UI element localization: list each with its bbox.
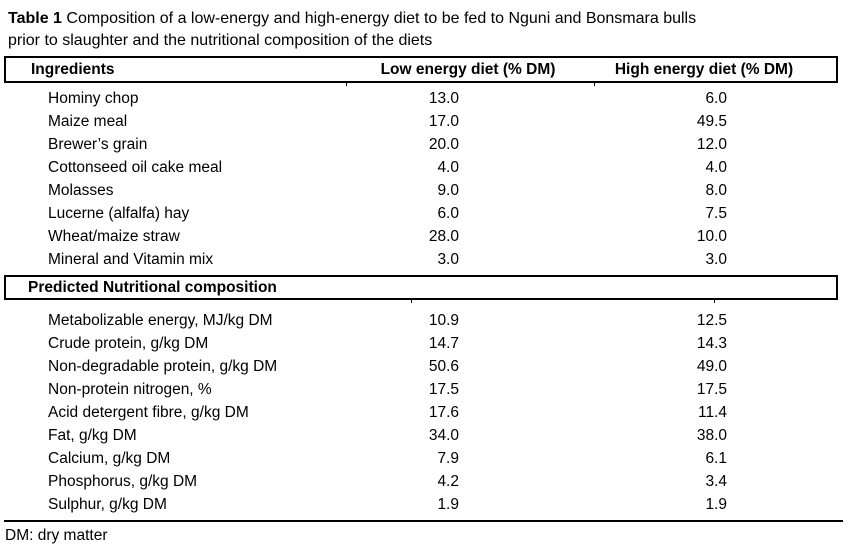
high-energy-value: 11.4 bbox=[697, 403, 727, 421]
table-row: Fat, g/kg DM 34.0 38.0 bbox=[4, 424, 838, 447]
low-energy-value: 34.0 bbox=[428, 426, 459, 444]
high-energy-value: 49.5 bbox=[696, 112, 727, 130]
nutrient-name: Fat, g/kg DM bbox=[48, 426, 137, 444]
low-energy-value: 17.0 bbox=[428, 112, 459, 130]
high-energy-value: 10.0 bbox=[696, 227, 727, 245]
low-energy-value: 13.0 bbox=[428, 89, 459, 107]
column-header-low-energy: Low energy diet (% DM) bbox=[380, 60, 556, 78]
high-energy-value: 6.0 bbox=[705, 89, 727, 107]
table-row: Calcium, g/kg DM 7.9 6.1 bbox=[4, 447, 838, 470]
table-caption-text-line1: Composition of a low-energy and high-ene… bbox=[61, 10, 697, 27]
column-header-ingredients: Ingredients bbox=[31, 60, 115, 78]
nutrient-name: Non-protein nitrogen, % bbox=[48, 380, 212, 398]
high-energy-value: 49.0 bbox=[696, 357, 727, 375]
nutrient-name: Sulphur, g/kg DM bbox=[48, 495, 167, 513]
table-row: Wheat/maize straw 28.0 10.0 bbox=[4, 225, 838, 248]
ingredient-name: Molasses bbox=[48, 181, 114, 199]
ingredient-name: Hominy chop bbox=[48, 89, 139, 107]
nutrient-name: Crude protein, g/kg DM bbox=[48, 334, 209, 352]
high-energy-value: 38.0 bbox=[696, 426, 727, 444]
low-energy-value: 4.2 bbox=[437, 472, 459, 490]
high-energy-value: 6.1 bbox=[705, 449, 727, 467]
column-divider-tick bbox=[411, 300, 412, 303]
ingredient-name: Brewer’s grain bbox=[48, 135, 148, 153]
high-energy-value: 12.0 bbox=[696, 135, 727, 153]
table-row: Non-degradable protein, g/kg DM 50.6 49.… bbox=[4, 355, 838, 378]
low-energy-value: 17.6 bbox=[428, 403, 459, 421]
high-energy-value: 12.5 bbox=[696, 311, 727, 329]
high-energy-value: 3.0 bbox=[705, 250, 727, 268]
high-energy-value: 4.0 bbox=[705, 158, 727, 176]
ingredient-name: Maize meal bbox=[48, 112, 128, 130]
low-energy-value: 6.0 bbox=[437, 204, 459, 222]
nutrient-name: Calcium, g/kg DM bbox=[48, 449, 171, 467]
low-energy-value: 1.9 bbox=[437, 495, 459, 513]
ingredient-name: Wheat/maize straw bbox=[48, 227, 180, 245]
table-row: Phosphorus, g/kg DM 4.2 3.4 bbox=[4, 470, 838, 493]
table-row: Brewer’s grain 20.0 12.0 bbox=[4, 133, 838, 156]
low-energy-value: 28.0 bbox=[428, 227, 459, 245]
table-row: Acid detergent fibre, g/kg DM 17.6 11.4 bbox=[4, 401, 838, 424]
high-energy-value: 17.5 bbox=[696, 380, 727, 398]
low-energy-value: 50.6 bbox=[428, 357, 459, 375]
table-row: Cottonseed oil cake meal 4.0 4.0 bbox=[4, 156, 838, 179]
low-energy-value: 20.0 bbox=[428, 135, 459, 153]
table-caption: Table 1 Composition of a low-energy and … bbox=[4, 8, 841, 52]
ingredients-section: Hominy chop 13.0 6.0 Maize meal 17.0 49.… bbox=[4, 83, 838, 275]
table-row: Crude protein, g/kg DM 14.7 14.3 bbox=[4, 332, 838, 355]
high-energy-value: 1.9 bbox=[705, 495, 727, 513]
nutrient-name: Phosphorus, g/kg DM bbox=[48, 472, 198, 490]
low-energy-value: 9.0 bbox=[437, 181, 459, 199]
ingredient-name: Cottonseed oil cake meal bbox=[48, 158, 223, 176]
table-row: Molasses 9.0 8.0 bbox=[4, 179, 838, 202]
section-header-label: Predicted Nutritional composition bbox=[28, 278, 277, 296]
nutrient-name: Acid detergent fibre, g/kg DM bbox=[48, 403, 249, 421]
low-energy-value: 17.5 bbox=[428, 380, 459, 398]
high-energy-value: 14.3 bbox=[696, 334, 727, 352]
diet-composition-table: Ingredients Low energy diet (% DM) High … bbox=[4, 56, 838, 520]
table-header-row: Ingredients Low energy diet (% DM) High … bbox=[4, 56, 838, 83]
low-energy-value: 14.7 bbox=[428, 334, 459, 352]
table-row: Mineral and Vitamin mix 3.0 3.0 bbox=[4, 248, 838, 271]
high-energy-value: 7.5 bbox=[705, 204, 727, 222]
table-row: Metabolizable energy, MJ/kg DM 10.9 12.5 bbox=[4, 309, 838, 332]
table-caption-text-line2: prior to slaughter and the nutritional c… bbox=[8, 32, 433, 49]
high-energy-value: 8.0 bbox=[705, 181, 727, 199]
ingredient-name: Mineral and Vitamin mix bbox=[48, 250, 214, 268]
column-header-high-energy: High energy diet (% DM) bbox=[614, 60, 794, 78]
nutrient-name: Metabolizable energy, MJ/kg DM bbox=[48, 311, 273, 329]
ingredient-name: Lucerne (alfalfa) hay bbox=[48, 204, 190, 222]
nutrition-section: Metabolizable energy, MJ/kg DM 10.9 12.5… bbox=[4, 300, 838, 520]
table-row: Non-protein nitrogen, % 17.5 17.5 bbox=[4, 378, 838, 401]
column-divider-tick bbox=[346, 83, 347, 86]
low-energy-value: 10.9 bbox=[428, 311, 459, 329]
column-divider-tick bbox=[714, 300, 715, 303]
high-energy-value: 3.4 bbox=[705, 472, 727, 490]
low-energy-value: 7.9 bbox=[437, 449, 459, 467]
nutrient-name: Non-degradable protein, g/kg DM bbox=[48, 357, 278, 375]
table-row: Maize meal 17.0 49.5 bbox=[4, 110, 838, 133]
low-energy-value: 4.0 bbox=[437, 158, 459, 176]
table-footnote: DM: dry matter bbox=[4, 520, 843, 545]
table-row: Hominy chop 13.0 6.0 bbox=[4, 87, 838, 110]
table-row: Lucerne (alfalfa) hay 6.0 7.5 bbox=[4, 202, 838, 225]
column-divider-tick bbox=[594, 83, 595, 86]
low-energy-value: 3.0 bbox=[437, 250, 459, 268]
table-row: Sulphur, g/kg DM 1.9 1.9 bbox=[4, 493, 838, 516]
section-header-row: Predicted Nutritional composition bbox=[4, 275, 838, 300]
table-caption-number: Table 1 bbox=[8, 10, 62, 27]
